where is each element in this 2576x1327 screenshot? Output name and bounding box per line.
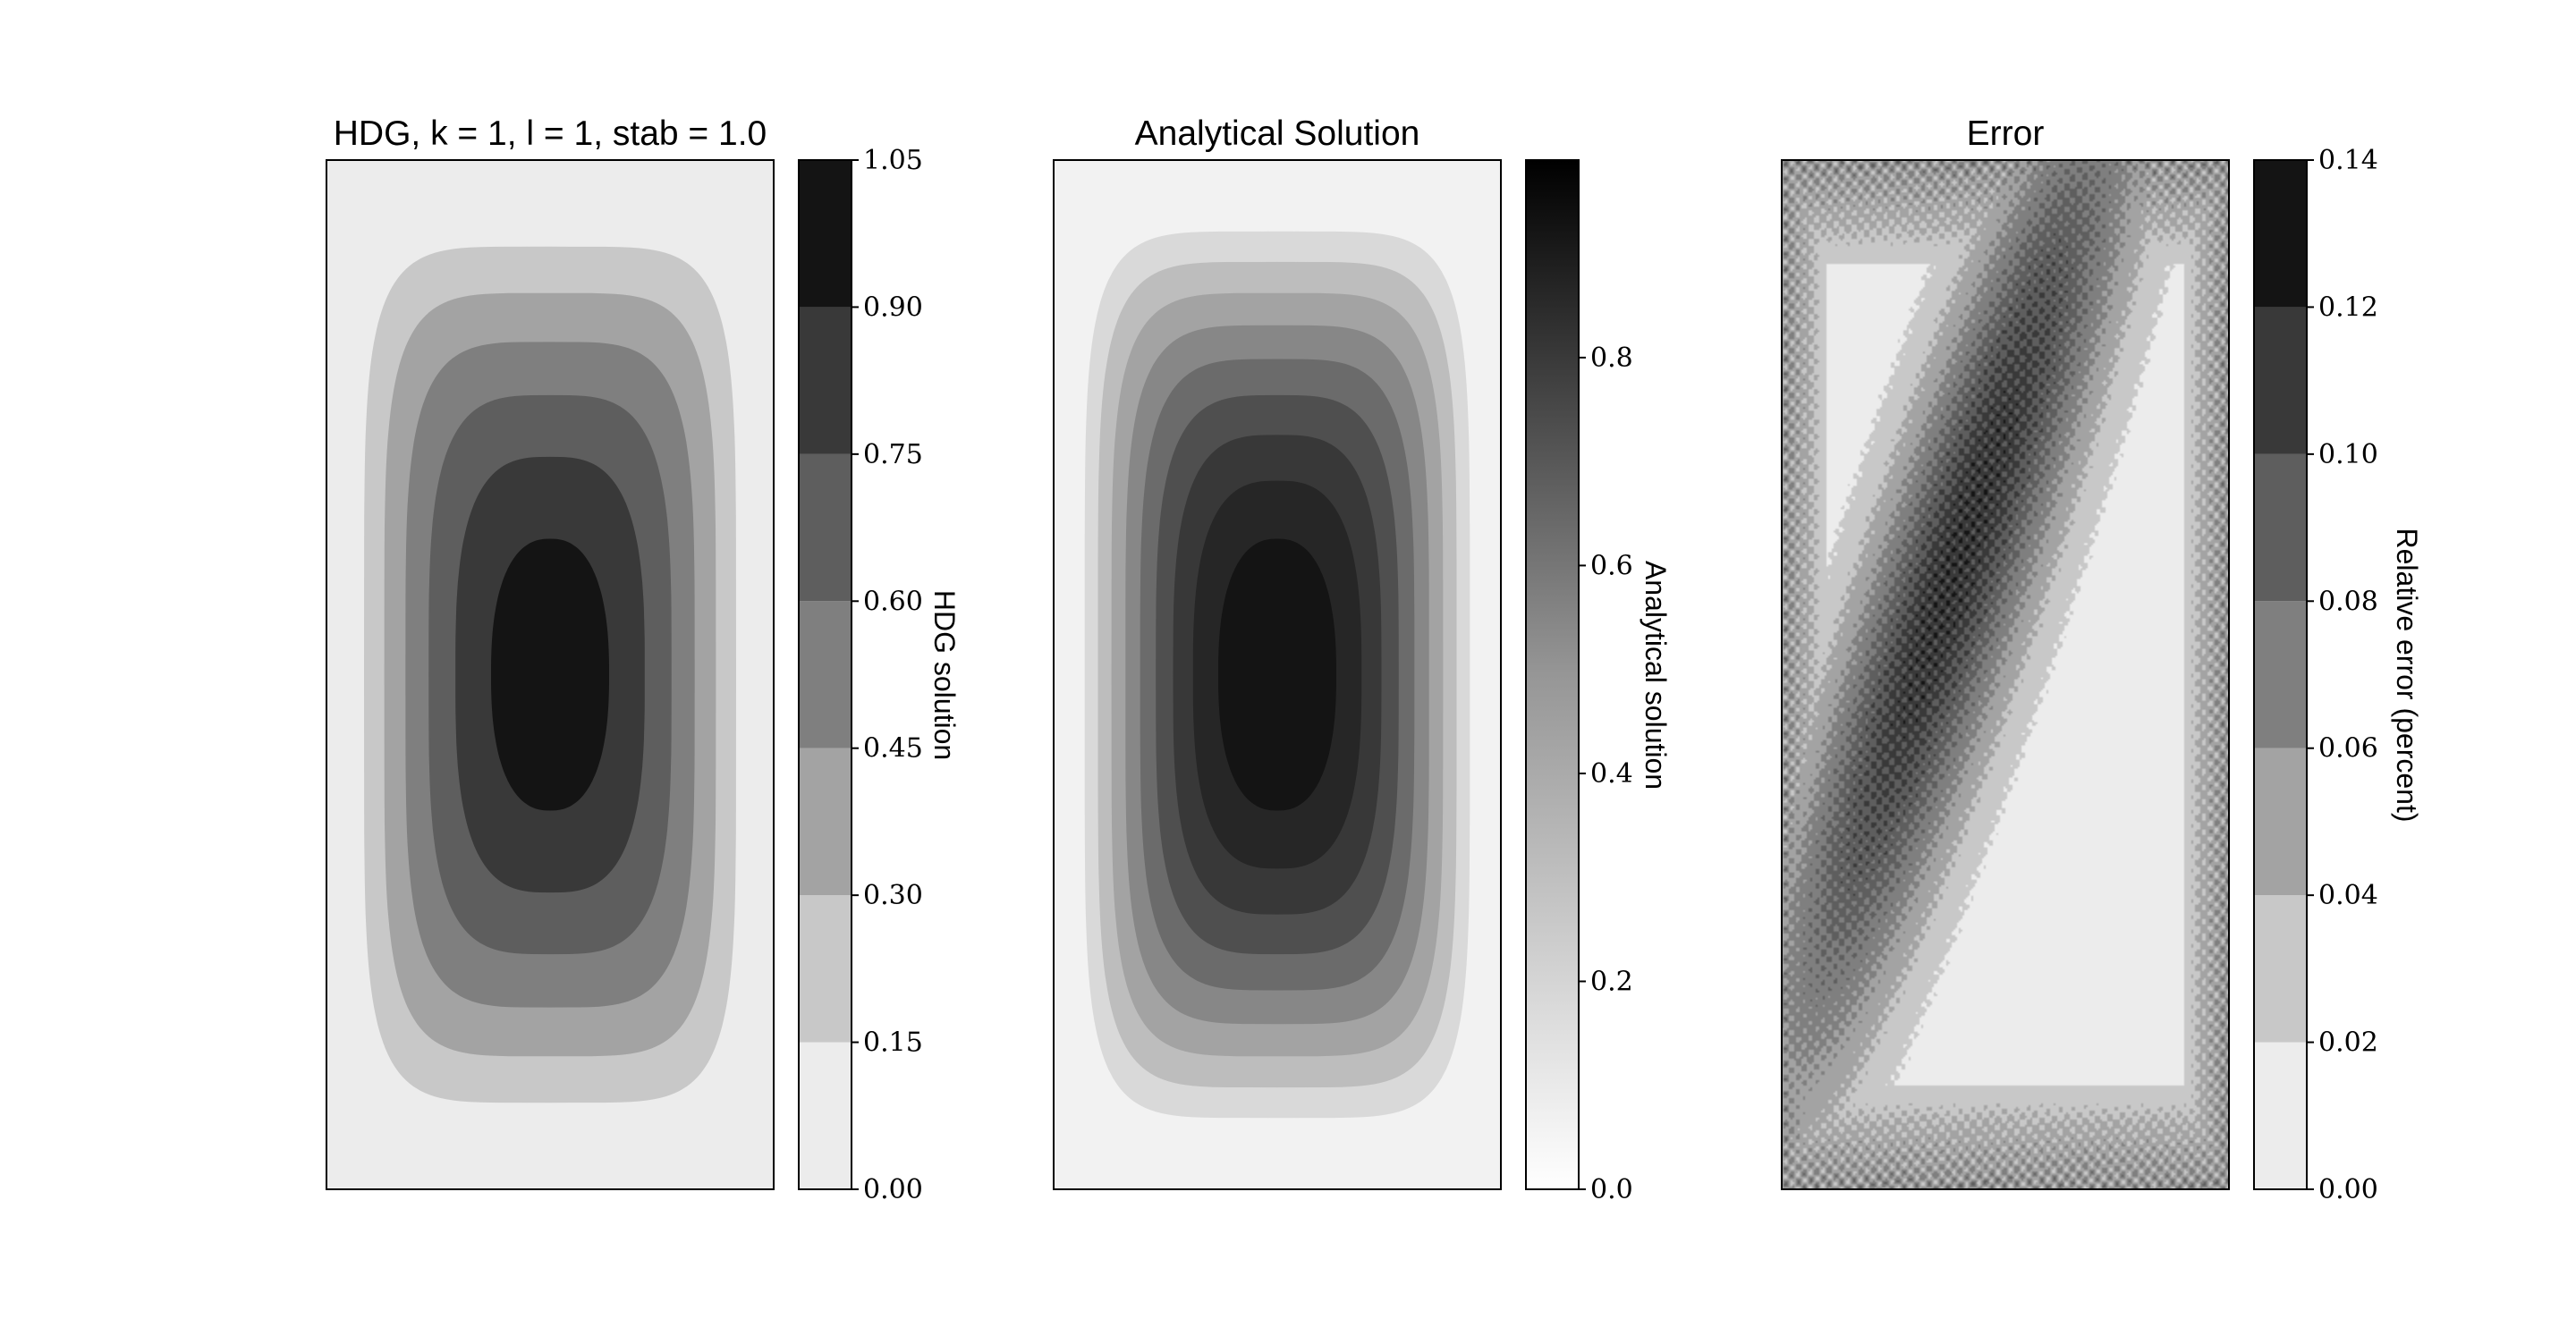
colorbar-tick-label: 0.08 <box>2318 586 2378 617</box>
panel-title: HDG, k = 1, l = 1, stab = 1.0 <box>334 114 767 153</box>
colorbar-segment <box>799 601 852 748</box>
colorbar-frame <box>798 159 852 1190</box>
colorbar-tick-label: 0.90 <box>863 292 923 323</box>
colorbar-segment <box>2254 1042 2307 1189</box>
colorbar-segment <box>2254 748 2307 896</box>
colorbar-segment <box>2254 895 2307 1043</box>
colorbar-analytical <box>1525 159 1580 1190</box>
colorbar-segment <box>799 895 852 1043</box>
colorbar-tick-label: 0.75 <box>863 439 923 470</box>
colorbar-tick-label: 0.14 <box>2318 145 2378 176</box>
contour-plot-hdg <box>326 160 774 1189</box>
plot-frame <box>1053 159 1502 1190</box>
panel-hdg-solution: HDG, k = 1, l = 1, stab = 1.0 0.000.150.… <box>326 114 961 1205</box>
colorbar-segment <box>799 307 852 454</box>
colorbar-tick-label: 0.45 <box>863 733 923 765</box>
colorbar-segment <box>799 748 852 896</box>
colorbar-tick-label: 0.2 <box>1590 966 1633 997</box>
colorbar-frame <box>2253 159 2308 1190</box>
colorbar-tick-label: 0.06 <box>2318 733 2378 765</box>
colorbar-tick-label: 0.10 <box>2318 439 2378 470</box>
colorbar-tick-label: 0.02 <box>2318 1027 2378 1059</box>
colorbar-tick-label: 0.00 <box>2318 1174 2378 1205</box>
error-field <box>1782 160 2229 1189</box>
colorbar-tick-label: 0.30 <box>863 880 923 911</box>
colorbar-hdg <box>798 159 852 1190</box>
contour-plot-analytical <box>1054 160 1501 1189</box>
colorbar-tick-label: 0.8 <box>1590 342 1633 374</box>
colorbar-tick-label: 0.00 <box>863 1174 923 1205</box>
colorbar-tick-label: 0.4 <box>1590 758 1633 790</box>
colorbar-segment <box>2254 453 2307 602</box>
contour-plot-error <box>1782 160 2229 1189</box>
panel-title: Error <box>1967 114 2045 153</box>
contour-band <box>1218 538 1336 811</box>
colorbar-label: Analytical solution <box>1640 561 1672 790</box>
plot-frame <box>326 159 775 1190</box>
colorbar-ticks-analytical: 0.0 0.2 0.4 0.6 0.8 <box>1579 342 1633 1205</box>
colorbar-segment <box>2254 307 2307 454</box>
colorbar-segment <box>799 160 852 308</box>
colorbar-ticks-hdg: 0.00 0.15 0.30 0.45 0.60 0.75 0.90 1.05 <box>852 145 923 1205</box>
colorbar-frame <box>1525 159 1580 1190</box>
colorbar-tick-label: 0.15 <box>863 1027 923 1059</box>
panel-error: Error 0.00 0.02 0.04 0.06 0.08 0.10 0.12 0.14 R… <box>1781 114 2423 1205</box>
colorbar-gradient <box>1526 160 1579 1189</box>
panel-analytical-solution: Analytical Solution 0.0 0.2 0.4 0.6 0.8 Anal… <box>1053 114 1672 1205</box>
colorbar-tick-label: 0.12 <box>2318 292 2378 323</box>
contour-band <box>491 538 609 811</box>
colorbar-tick-label: 0.0 <box>1590 1174 1633 1205</box>
colorbar-tick-label: 0.04 <box>2318 880 2378 911</box>
colorbar-segment <box>2254 601 2307 748</box>
panel-title: Analytical Solution <box>1135 114 1420 153</box>
colorbar-error <box>2253 159 2308 1190</box>
colorbar-segment <box>799 1042 852 1189</box>
colorbar-label: HDG solution <box>928 590 961 760</box>
colorbar-ticks-error: 0.00 0.02 0.04 0.06 0.08 0.10 0.12 0.14 <box>2307 145 2378 1205</box>
colorbar-tick-label: 0.6 <box>1590 550 1633 581</box>
colorbar-label: Relative error (percent) <box>2391 528 2423 823</box>
colorbar-segment <box>799 453 852 602</box>
colorbar-tick-label: 1.05 <box>863 145 923 176</box>
plot-frame <box>1781 159 2230 1190</box>
colorbar-tick-label: 0.60 <box>863 586 923 617</box>
colorbar-segment <box>2254 160 2307 308</box>
